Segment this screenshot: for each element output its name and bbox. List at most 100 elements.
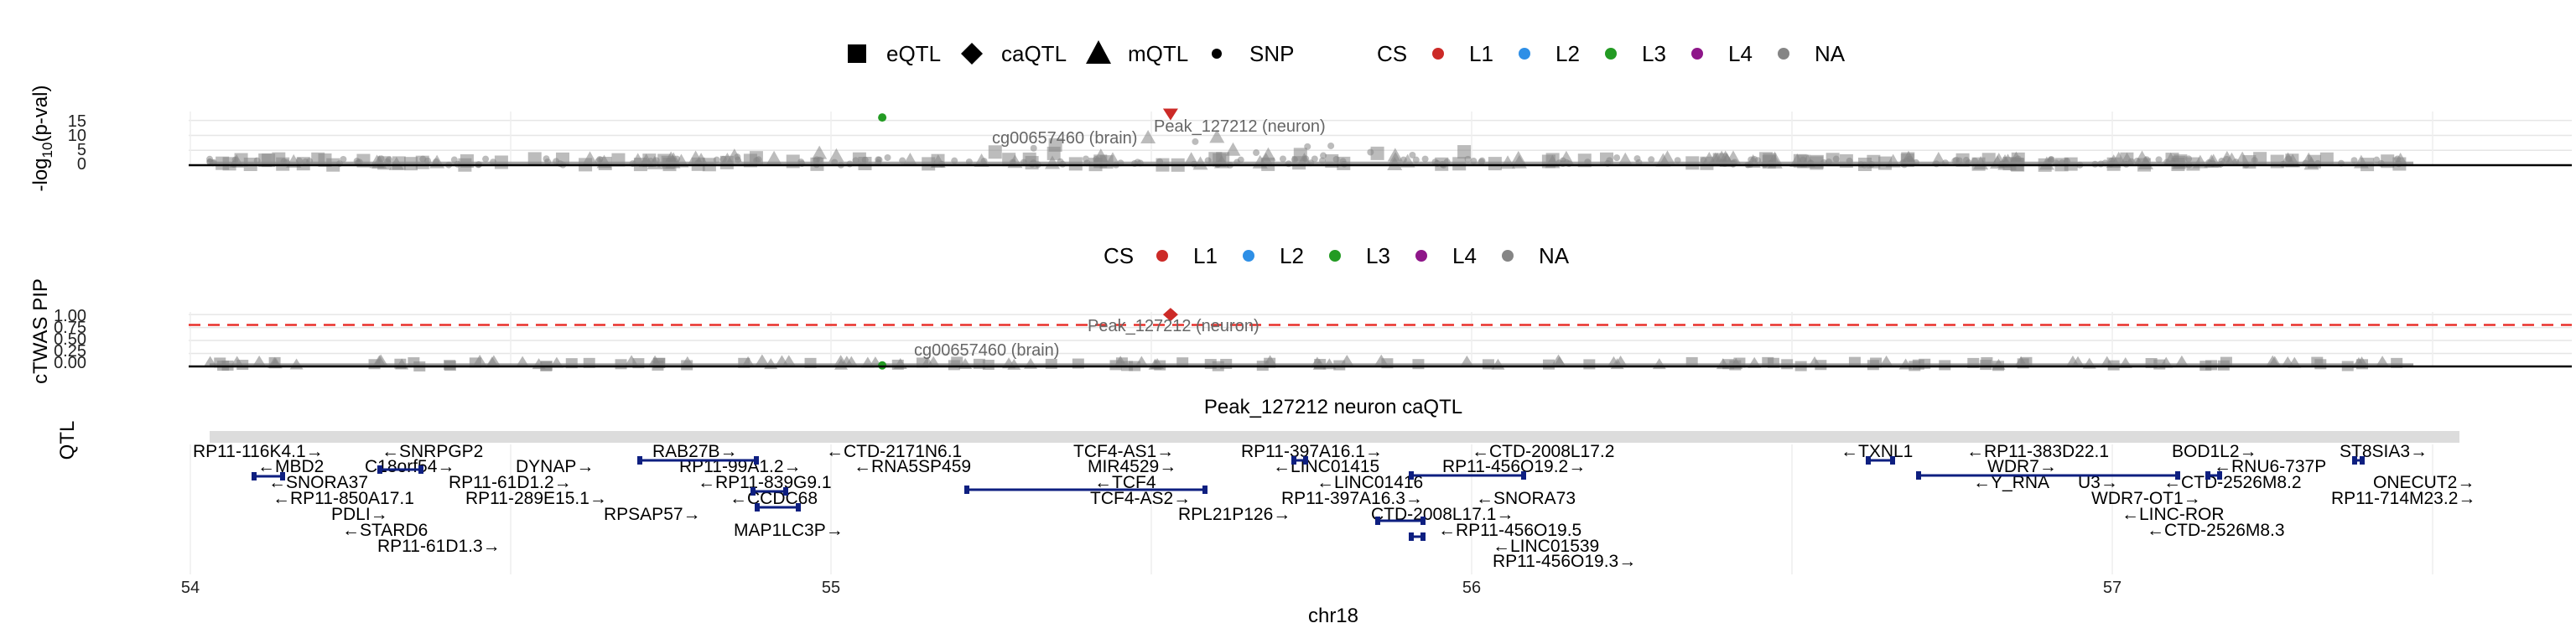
pval-mqtl-point [688,150,704,164]
legend-na-label: NA [1815,41,1846,66]
pval-snp-point [2373,156,2381,164]
pip-mqtl-point [2351,356,2366,368]
pval-mqtl-point [1225,142,1241,156]
gene-label: ←MBD2 [257,457,324,476]
legend-snp-label: SNP [1249,41,1294,66]
gene-label: RP11-714M23.2→ [2331,489,2475,508]
pip-mqtl-point [2174,355,2189,366]
gene-label: ←LINC01539 [1493,537,1599,556]
gene-xtick-56: 56 [1462,579,1481,597]
legend-l1-dot [1432,48,1444,60]
gene-label: ←TCF4 [1094,473,1156,492]
legend-l2-dot [1519,48,1530,60]
pip-eqtl-point [236,360,249,371]
pip-mqtl-point [252,355,267,366]
gene-label: U3→ [2078,473,2118,492]
strip-bar [210,431,2459,443]
pval-eqtl-point [749,151,763,165]
legend-mid-l2-label: L2 [1280,243,1304,268]
gene-label: ←TXNL1 [1841,442,1913,461]
gene-label: ←RNA5SP459 [854,457,971,476]
pip-eqtl-point [951,356,963,367]
gene-exon [1409,471,1414,480]
pip-eqtl-point [268,356,281,367]
dot-icon [1212,49,1222,59]
pval-annotation-peak: Peak_127212 (neuron) [1154,117,1326,136]
pip-eqtl-point [2020,356,2033,367]
gene-label: MIR4529→ [1088,457,1176,476]
pip-mqtl-point [927,356,941,367]
pval-snp-point [1800,156,1807,164]
gene-label: RP11-456O19.2→ [1442,457,1586,476]
gene-exon [280,472,285,480]
pip-eqtl-point [1762,356,1774,367]
pip-eqtl-point [1412,359,1425,370]
pip-eqtl-point [2205,360,2217,371]
pip-ytick-25: 0.25 [54,342,86,361]
gene-exon [1375,517,1380,525]
pip-eqtl-point [615,359,627,370]
pval-snp-point [1421,155,1429,163]
pval-snp-point [1633,155,1641,163]
legend-l4-label: L4 [1728,41,1753,66]
pip-mqtl-point [549,356,564,368]
gene-label: RP11-456O19.3→ [1493,552,1636,571]
pval-highlight-point-0 [878,113,887,122]
gene-exon [252,472,257,480]
legend-mid-l1-label: L1 [1193,243,1218,268]
gene-track-genes: RP11-116K4.1→←MBD2←SNORA37←RP11-850A17.1… [193,442,2475,571]
pip-mqtl-point [374,354,388,366]
gene-track-x-label: chr18 [1308,605,1358,627]
pip-eqtl-point [1264,357,1276,368]
panel-pval: -log10(p-val) 0 5 10 15 Peak_127212 (neu… [29,86,2572,191]
gene-exon [1916,471,1921,480]
pip-eqtl-point [1867,360,1879,371]
gene-exon [750,487,756,496]
gene-label: RAB27B→ [652,442,738,461]
pval-snp-point [813,156,821,164]
pval-snp-point [1320,152,1327,159]
pval-snp-point [1748,156,1755,164]
pip-eqtl-point [1154,360,1166,371]
pval-snp-point [1412,156,1420,164]
pval-snp-point [1409,151,1416,158]
gene-exon [2205,471,2210,480]
gene-label: RP11-397A16.1→ [1241,442,1383,461]
gene-label: ←RP11-850A17.1 [273,489,414,508]
pip-mqtl-point [2267,356,2282,367]
pip-ytick-50: 0.50 [54,330,86,349]
pip-eqtl-point [1685,356,1698,367]
pip-mqtl-point [2071,356,2085,367]
pval-snp-point [482,155,490,163]
legend-l4-dot [1691,48,1703,60]
pval-snp-point [1253,149,1260,157]
pval-eqtl-point [1457,145,1472,159]
legend-na-dot [1778,48,1789,60]
pval-snp-point [1327,142,1335,149]
pval-snp-point [734,156,741,164]
gene-label: ←CTD-2526M8.2 [2163,473,2302,492]
legend-caqtl-label: caQTL [1001,41,1067,66]
pip-ytick-0: 0.00 [54,354,86,372]
square-icon [848,44,866,63]
gene-exon [2352,456,2357,465]
pval-mqtl-point [1901,150,1917,164]
gene-label: ←CTD-2526M8.3 [2147,521,2285,540]
gene-label: RPSAP57→ [604,505,701,524]
pval-snp-point [1311,155,1318,163]
gene-label: RP11-61D1.2→ [449,473,572,492]
pval-eqtl-point [1370,146,1384,160]
legend-mid-l4-label: L4 [1452,243,1477,268]
pip-mqtl-point [486,355,501,366]
pip-eqtl-point [1109,360,1122,371]
gene-label: CTD-2008L17.1→ [1371,505,1514,524]
gene-exon [2360,456,2365,465]
pval-mqtl-point [1209,129,1225,143]
pip-eqtl-point [681,360,693,371]
pip-mqtl-point [1552,356,1566,367]
pip-eqtl-point [1980,360,1992,371]
pval-snp-point [1332,155,1340,163]
pval-snp-point [719,155,727,163]
gene-exon [964,486,969,494]
pval-eqtl-point [1046,146,1061,160]
